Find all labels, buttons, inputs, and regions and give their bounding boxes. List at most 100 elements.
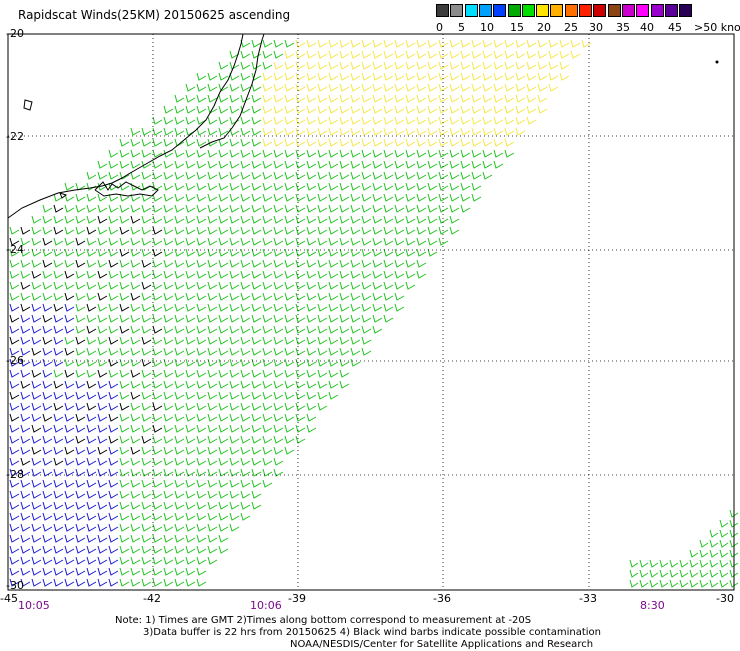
wind-barb [53,512,64,521]
wind-barb [339,83,350,92]
wind-barb [185,578,196,587]
wind-barb [361,138,372,147]
wind-barb [196,160,207,169]
wind-barb [31,512,42,521]
scale-label: 10 [480,21,494,34]
wind-barb [515,72,526,81]
wind-barb [361,226,372,235]
wind-barb [31,479,42,488]
wind-barb [229,171,240,180]
wind-barb [64,270,75,279]
wind-barb [328,204,339,213]
wind-barb [328,303,339,312]
wind-barb [240,226,251,235]
wind-barb [174,336,185,345]
wind-barb [284,237,295,246]
wind-barb [130,490,141,499]
wind-barb [174,380,185,389]
wind-barb [361,171,372,180]
wind-barb [152,523,163,532]
wind-barb [295,105,306,114]
wind-barb [152,281,163,290]
wind-barb [526,50,537,59]
wind-barb [361,215,372,224]
wind-barb [185,182,196,191]
wind-barb [20,237,31,246]
wind-barb [328,182,339,191]
wind-barb [196,479,207,488]
wind-barb [262,116,273,125]
wind-barb [9,578,20,587]
wind-barb [719,549,729,558]
wind-barb [207,314,218,323]
wind-barb [339,270,350,279]
wind-barb [240,160,251,169]
wind-barb [504,149,515,158]
wind-barb [218,259,229,268]
wind-barb [438,182,449,191]
wind-barb [196,336,207,345]
wind-barb [504,138,515,147]
wind-barb [31,435,42,444]
wind-barb [86,259,97,268]
wind-barb [152,556,163,565]
wind-barb [262,358,273,367]
wind-barb [218,501,229,510]
wind-barb [86,468,97,477]
map-title: Rapidscat Winds(25KM) 20150625 ascending [18,8,291,22]
wind-barb [493,39,504,48]
wind-barb [141,149,152,158]
wind-barb [317,39,328,48]
wind-barb [130,545,141,554]
wind-barb [493,61,504,70]
wind-barb [97,325,108,334]
wind-barb [20,446,31,455]
wind-barb [185,424,196,433]
wind-barb [196,292,207,301]
wind-barb [141,226,152,235]
wind-barb [185,347,196,356]
wind-barb [130,512,141,521]
wind-barb [141,292,152,301]
wind-barb [75,336,86,345]
wind-barb [185,567,196,576]
wind-barb [273,226,284,235]
wind-barb [20,435,31,444]
wind-barb [130,138,141,147]
wind-barb [75,556,86,565]
wind-barb [669,559,679,568]
wind-barb [108,490,119,499]
wind-barb [31,314,42,323]
wind-barb [119,171,130,180]
wind-barb [130,424,141,433]
wind-barb [42,402,53,411]
wind-barb [31,523,42,532]
wind-barb [449,61,460,70]
wind-barb [361,94,372,103]
wind-barb [229,116,240,125]
wind-barb [185,457,196,466]
wind-barb [240,50,251,59]
wind-barb [152,424,163,433]
wind-barb [427,149,438,158]
wind-barb [251,237,262,246]
wind-barb [273,193,284,202]
wind-barb [97,380,108,389]
wind-barb [141,545,152,554]
wind-barb [97,567,108,576]
wind-barb [350,193,361,202]
wind-barb [493,127,504,136]
wind-barb [339,127,350,136]
wind-barb [416,116,427,125]
wind-barb [119,160,130,169]
wind-barb [570,50,581,59]
wind-barb [240,347,251,356]
wind-barb [174,567,185,576]
wind-barb [295,83,306,92]
wind-barb [42,457,53,466]
wind-barb [229,61,240,70]
wind-barb [141,413,152,422]
wind-barb [273,248,284,257]
wind-barb [141,578,152,587]
wind-barb [86,534,97,543]
